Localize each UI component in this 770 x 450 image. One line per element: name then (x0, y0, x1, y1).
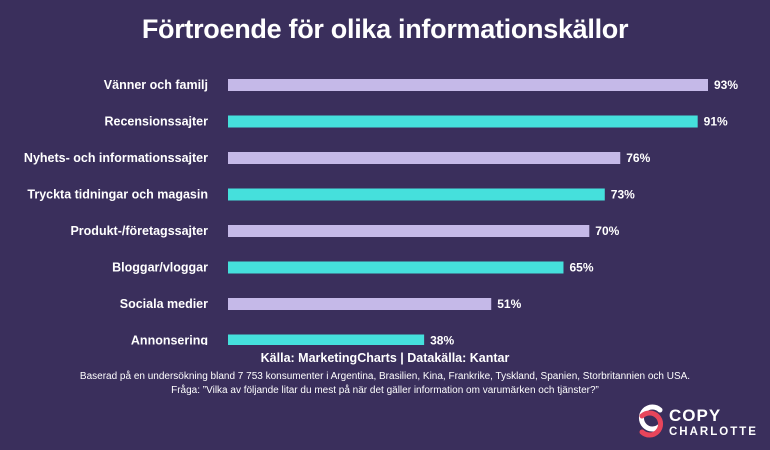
value-label: 65% (569, 261, 593, 275)
value-label: 91% (704, 115, 728, 129)
bar (228, 115, 698, 128)
copy-charlotte-logo-icon (639, 404, 663, 438)
bar (228, 261, 564, 274)
category-label: Recensionssajter (104, 115, 208, 129)
bar (228, 188, 605, 201)
category-label: Sociala medier (120, 297, 208, 311)
bar (228, 334, 425, 345)
value-label: 38% (430, 334, 454, 346)
value-label: 70% (595, 224, 619, 238)
category-label: Tryckta tidningar och magasin (27, 188, 208, 202)
value-label: 73% (611, 188, 635, 202)
category-label: Bloggar/vloggar (112, 261, 208, 275)
category-label: Annonsering (131, 334, 208, 346)
value-label: 93% (714, 78, 738, 92)
value-label: 51% (497, 297, 521, 311)
logo-word-copy: COPY (669, 406, 722, 425)
bar-chart: Vänner och familj 93% Recensionssajter 91% N… (24, 78, 738, 346)
bar (228, 225, 590, 237)
copy-charlotte-logo: COPY CHARLOTTE (636, 403, 766, 443)
category-label: Produkt-/företagssajter (70, 224, 208, 238)
category-label: Vänner och familj (104, 78, 208, 92)
chart-source: Källa: MarketingCharts | Datakälla: Kant… (260, 351, 510, 365)
value-label: 76% (626, 151, 650, 165)
logo-word-charlotte: CHARLOTTE (669, 426, 758, 438)
bar (228, 152, 621, 164)
category-label: Nyhets- och informationssajter (24, 151, 208, 165)
chart-note-survey: Baserad på en undersökning bland 7 753 k… (79, 371, 691, 382)
bar (228, 79, 708, 91)
chart-note-question: Fråga: ”Vilka av följande litar du mest … (171, 385, 599, 396)
bar (228, 298, 492, 310)
chart-title: Förtroende för olika informationskällor (141, 14, 629, 44)
